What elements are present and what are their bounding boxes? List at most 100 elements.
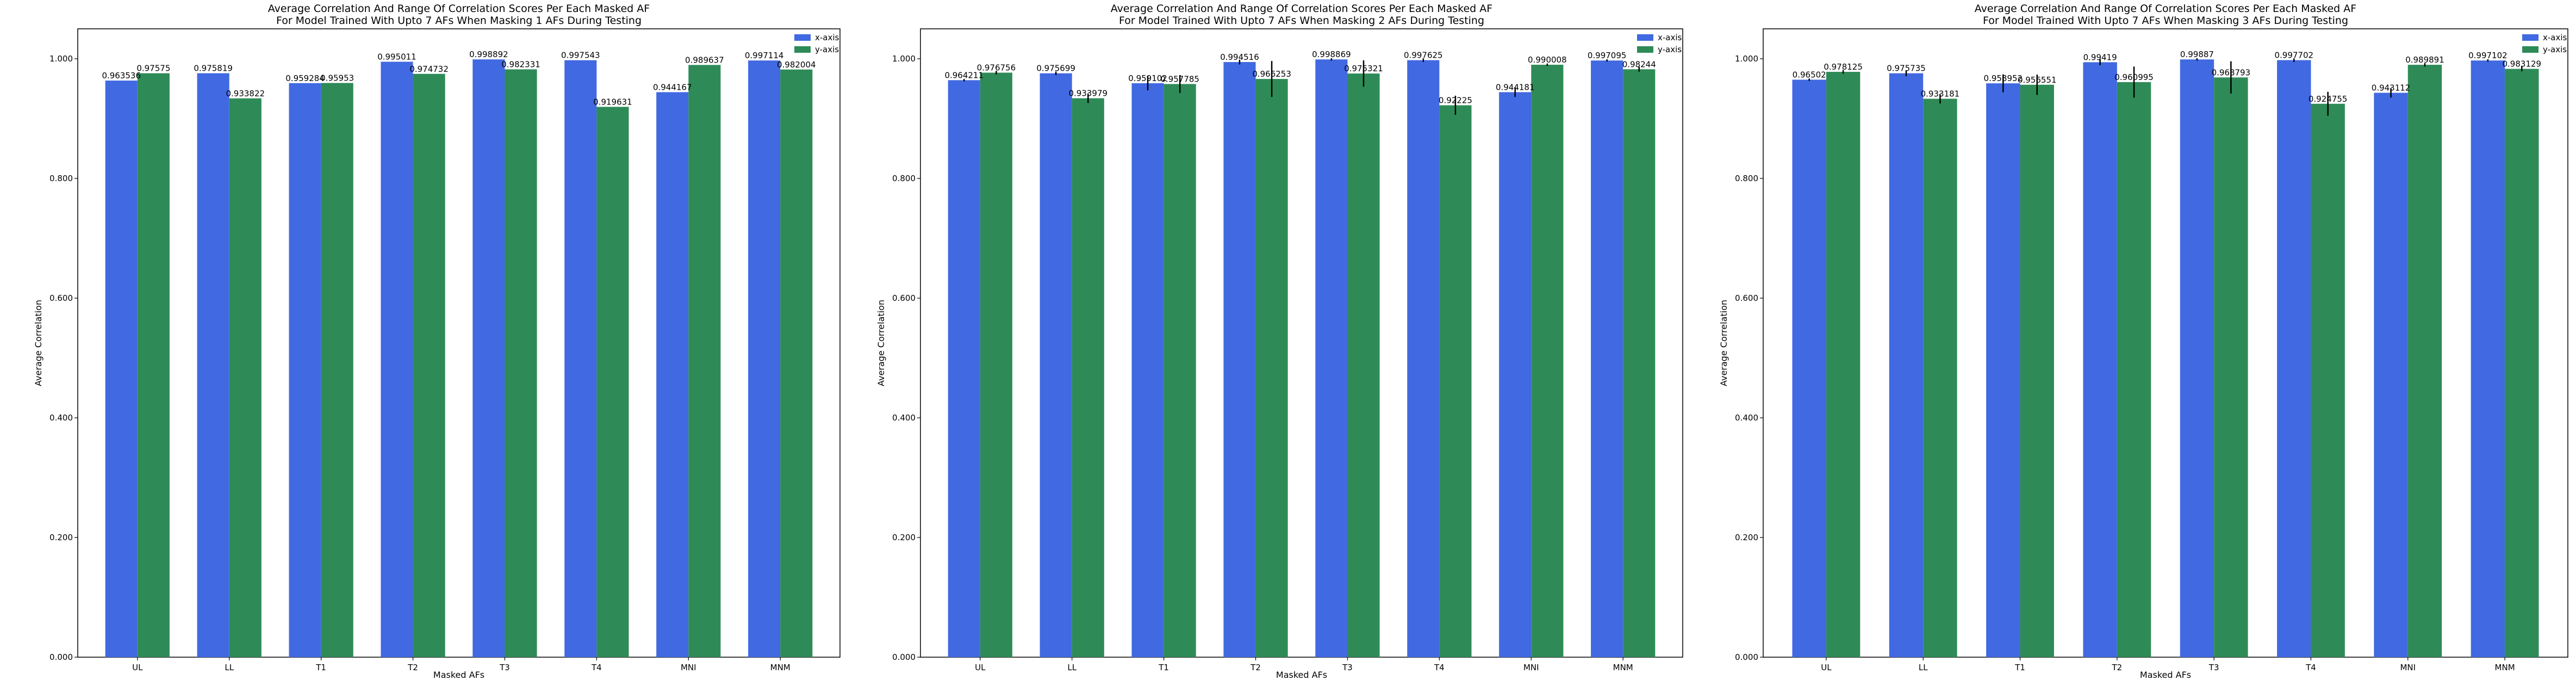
data-label-x-axis-t3: 0.998869 <box>1312 50 1351 59</box>
chart-panel-3: 0.96502 0.975735 0.958952 0.99419 0.99887 0.9… <box>1719 3 2568 680</box>
data-label-x-axis-t2: 0.99419 <box>2083 52 2117 62</box>
y-tick-label: 1.000 <box>892 54 916 64</box>
bar-x-axis-mni <box>2374 92 2408 658</box>
data-label-y-axis-t3: 0.975321 <box>1344 64 1383 73</box>
data-label-x-axis-t2: 0.994516 <box>1220 52 1259 62</box>
x-tick-label-t2: T2 <box>407 663 418 672</box>
data-label-y-axis-t2: 0.960995 <box>2114 72 2154 82</box>
data-label-y-axis-mnm: 0.983129 <box>2503 59 2542 69</box>
y-tick-label: 0.800 <box>1735 174 1758 183</box>
x-tick-label-ul: UL <box>1821 663 1832 672</box>
x-tick-label-t3: T3 <box>2208 663 2219 672</box>
x-tick-label-t2: T2 <box>1250 663 1261 672</box>
bar-x-axis-mnm <box>748 60 781 658</box>
legend-swatch-x-axis <box>794 34 811 41</box>
bar-x-axis-ll <box>1889 73 1924 657</box>
bar-y-axis-ul <box>980 72 1012 658</box>
data-label-x-axis-mni: 0.944181 <box>1496 82 1535 92</box>
data-label-x-axis-ul: 0.964211 <box>944 70 984 80</box>
data-label-y-axis-t1: 0.95953 <box>320 73 354 83</box>
chart-subtitle: For Model Trained With Upto 7 AFs When M… <box>1983 15 2348 27</box>
data-label-y-axis-t4: 0.919631 <box>593 97 632 107</box>
legend: x-axis y-axis <box>794 33 839 54</box>
data-label-y-axis-t1: 0.957785 <box>1160 74 1199 84</box>
data-label-x-axis-t1: 0.959102 <box>1128 73 1167 83</box>
x-tick-label-ll: LL <box>1919 663 1928 672</box>
data-label-y-axis-t1: 0.956551 <box>2018 75 2057 85</box>
data-label-x-axis-t2: 0.995011 <box>377 52 416 61</box>
bar-x-axis-t2 <box>1223 62 1256 658</box>
bar-x-axis-t2 <box>2083 62 2117 658</box>
x-tick-label-mni: MNI <box>2400 663 2416 672</box>
y-tick-label: 0.800 <box>892 174 916 183</box>
y-tick-label: 0.200 <box>49 533 73 542</box>
chart-panel-1: 0.963536 0.975819 0.959284 0.995011 0.998892… <box>33 3 841 680</box>
data-label-x-axis-t3: 0.998892 <box>469 50 508 59</box>
bar-y-axis-t1 <box>321 83 353 658</box>
data-label-x-axis-mni: 0.944167 <box>653 82 692 92</box>
x-axis-label: Masked AFs <box>1276 670 1327 680</box>
bar-x-axis-t4 <box>1407 60 1440 657</box>
bar-y-axis-t2 <box>1255 79 1288 657</box>
legend-label-x-axis: x-axis <box>1658 33 1682 42</box>
chart-subtitle: For Model Trained With Upto 7 AFs When M… <box>1119 15 1484 27</box>
data-label-y-axis-t2: 0.966253 <box>1252 69 1291 79</box>
plot-frame <box>920 28 1683 658</box>
bar-x-axis-t3 <box>2180 59 2214 657</box>
bar-y-axis-t3 <box>1347 73 1380 658</box>
x-tick-label-mnm: MNM <box>770 663 791 672</box>
data-label-y-axis-mni: 0.989891 <box>2405 55 2444 65</box>
bar-y-axis-t2 <box>413 73 445 657</box>
legend-label-y-axis: y-axis <box>2543 45 2567 54</box>
data-label-y-axis-t3: 0.982331 <box>501 59 540 69</box>
chart-title: Average Correlation And Range Of Correla… <box>1111 3 1492 15</box>
data-label-y-axis-ul: 0.97575 <box>136 64 170 73</box>
legend: x-axis y-axis <box>2522 33 2567 54</box>
y-tick-label: 0.800 <box>49 174 73 183</box>
bar-x-axis-ll <box>1040 73 1072 658</box>
bar-x-axis-t2 <box>381 61 413 657</box>
data-label-y-axis-ll: 0.933181 <box>1921 89 1960 99</box>
legend-swatch-y-axis <box>1637 46 1653 53</box>
bar-x-axis-ul <box>105 81 138 658</box>
data-label-y-axis-ul: 0.976756 <box>977 63 1016 73</box>
bar-y-axis-mnm <box>780 69 813 657</box>
data-label-x-axis-mnm: 0.997114 <box>745 51 784 60</box>
legend-label-x-axis: x-axis <box>815 33 839 42</box>
data-label-y-axis-ul: 0.978125 <box>1824 62 1863 72</box>
bar-y-axis-ll <box>229 98 262 658</box>
bar-x-axis-mnm <box>2471 60 2505 658</box>
bar-y-axis-mnm <box>1623 69 1656 657</box>
data-label-y-axis-ll: 0.933822 <box>226 89 265 98</box>
x-tick-label-t3: T3 <box>1342 663 1353 672</box>
y-tick-label: 0.600 <box>1735 293 1758 303</box>
x-axis-label: Masked AFs <box>2140 670 2191 680</box>
bar-y-axis-t4 <box>1439 105 1472 657</box>
data-label-x-axis-mnm: 0.997102 <box>2468 51 2507 60</box>
data-label-y-axis-t3: 0.968793 <box>2212 67 2251 77</box>
x-tick-label-t4: T4 <box>2305 663 2316 672</box>
bar-y-axis-t2 <box>2117 82 2151 657</box>
bar-y-axis-mni <box>2407 65 2442 658</box>
y-tick-label: 0.400 <box>1735 413 1758 423</box>
legend-swatch-y-axis <box>2522 46 2538 53</box>
bar-x-axis-ul <box>948 80 980 657</box>
data-label-x-axis-t4: 0.997625 <box>1404 51 1443 60</box>
x-tick-label-mni: MNI <box>1523 663 1539 672</box>
legend-label-y-axis: y-axis <box>815 45 839 54</box>
x-tick-label-ll: LL <box>1067 663 1077 672</box>
data-label-y-axis-t4: 0.924755 <box>2309 94 2348 104</box>
bar-y-axis-t3 <box>505 69 537 657</box>
bar-x-axis-t4 <box>2277 60 2311 657</box>
plot-frame <box>1763 28 2568 658</box>
bar-x-axis-t4 <box>564 60 597 658</box>
bar-x-axis-t1 <box>289 83 321 657</box>
data-label-x-axis-t1: 0.958952 <box>1984 73 2023 83</box>
legend: x-axis y-axis <box>1637 33 1682 54</box>
bar-y-axis-ul <box>1826 72 1861 657</box>
y-axis-label: Average Correlation <box>33 300 43 386</box>
y-tick-label: 1.000 <box>49 54 73 64</box>
legend-swatch-x-axis <box>2522 34 2538 41</box>
bar-y-axis-t4 <box>2311 103 2345 657</box>
